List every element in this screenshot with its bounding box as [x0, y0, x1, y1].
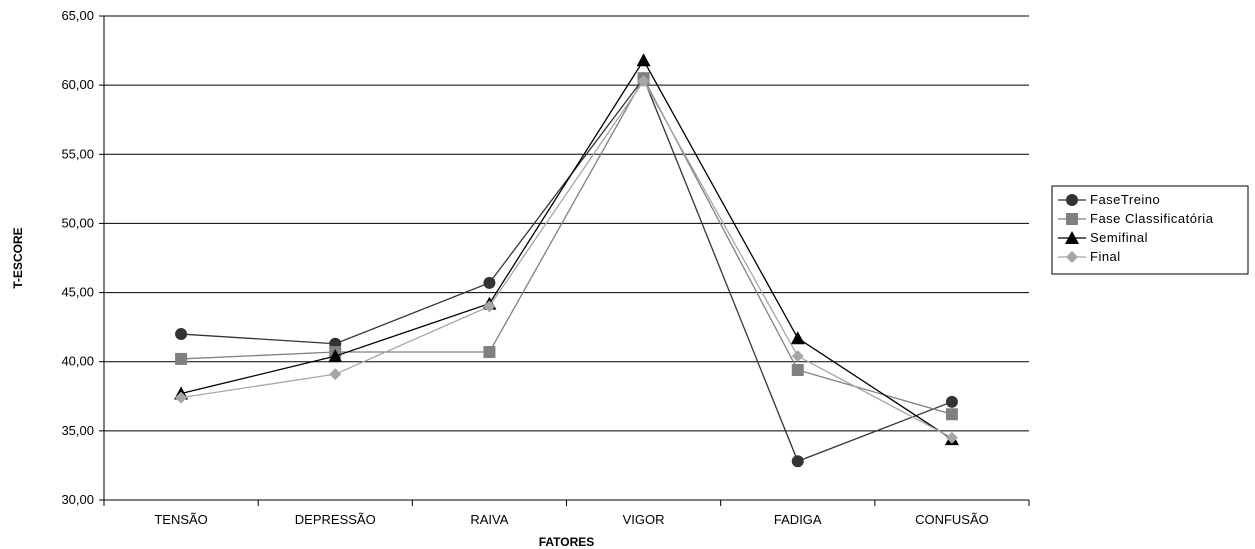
data-point: [175, 328, 188, 341]
x-tick-label: DEPRESSÃO: [295, 512, 376, 527]
series-line: [181, 76, 953, 415]
series-line: [180, 58, 953, 440]
legend-entry: Fase Classificatória: [1058, 211, 1214, 226]
data-point: [637, 74, 650, 87]
y-tick-label: 45,00: [61, 285, 94, 300]
data-point: [791, 364, 804, 377]
legend-marker: [1066, 251, 1078, 263]
series-line: [180, 79, 953, 439]
axes: 30,00 35,00 40,00 45,00 50,00 55,00 60,00 65,00…: [61, 8, 1030, 527]
y-tick-label: 30,00: [61, 492, 94, 507]
data-point: [790, 331, 805, 345]
data-point: [175, 391, 188, 404]
legend-marker: [1066, 194, 1078, 206]
data-point: [175, 352, 188, 365]
legend-label: Final: [1090, 249, 1121, 264]
y-axis-title: T-ESCORE: [11, 227, 25, 288]
legend-entry: Semifinal: [1058, 230, 1148, 245]
data-point: [791, 455, 804, 468]
x-tick-label: FADIGA: [774, 512, 822, 527]
y-tick-label: 40,00: [61, 354, 94, 369]
data-point: [483, 346, 496, 359]
series-3: [174, 53, 959, 446]
legend-marker: [1066, 213, 1078, 225]
data-point: [636, 53, 651, 67]
legend-entry: FaseTreino: [1058, 192, 1160, 207]
series-line: [181, 76, 953, 463]
series-1: [175, 72, 958, 468]
x-tick-label: RAIVA: [470, 512, 508, 527]
y-tick-label: 55,00: [61, 146, 94, 161]
legend-label: FaseTreino: [1090, 192, 1160, 207]
legend: FaseTreino Fase Classificatória Semifinal F…: [1051, 185, 1249, 275]
series-group: [174, 53, 959, 468]
y-tick-label: 65,00: [61, 8, 94, 23]
gridlines: [104, 15, 1029, 501]
data-point: [328, 349, 343, 363]
x-tick-label: TENSÃO: [154, 512, 207, 527]
x-axis-title: FATORES: [539, 535, 595, 549]
x-tick-label: CONFUSÃO: [915, 512, 989, 527]
series-2: [175, 72, 958, 421]
data-point: [945, 408, 958, 421]
legend-label: Fase Classificatória: [1090, 211, 1214, 226]
y-tick-label: 35,00: [61, 423, 94, 438]
series-4: [175, 74, 958, 444]
data-point: [945, 395, 958, 408]
data-point: [329, 368, 342, 381]
legend-marker: [1065, 231, 1079, 244]
legend-entry: Final: [1058, 249, 1121, 264]
legend-box: [1051, 185, 1249, 275]
data-point: [483, 276, 496, 289]
y-tick-label: 50,00: [61, 215, 94, 230]
x-tick-label: VIGOR: [623, 512, 665, 527]
data-point: [945, 431, 958, 444]
data-point: [483, 300, 496, 313]
data-point: [791, 350, 804, 363]
legend-label: Semifinal: [1090, 230, 1148, 245]
y-tick-label: 60,00: [61, 77, 94, 92]
